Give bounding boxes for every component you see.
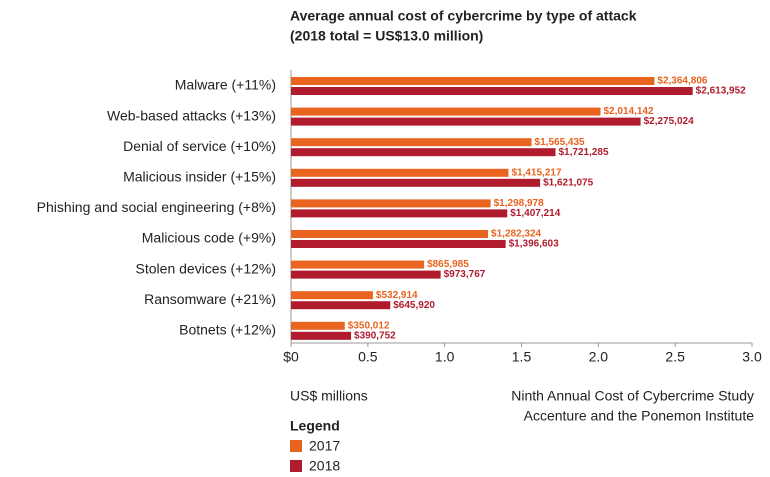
bar: [291, 138, 532, 147]
bar: [291, 240, 506, 248]
value-label: $1,298,978: [494, 198, 544, 209]
y-tick-label: Phishing and social engineering (+8%): [37, 199, 276, 215]
x-tick-label: 3.0: [742, 349, 762, 365]
bar: [291, 321, 345, 330]
bar: [291, 209, 508, 218]
legend-swatch: [290, 460, 302, 472]
bar: [291, 107, 601, 116]
y-tick-label: Denial of service (+10%): [123, 138, 276, 154]
bar: [291, 260, 425, 269]
bar: [291, 87, 693, 95]
value-label: $645,920: [393, 300, 435, 311]
value-label: $2,613,952: [696, 86, 746, 97]
x-tick-label: 1.5: [512, 349, 532, 365]
bar: [291, 117, 641, 126]
value-label: $532,914: [376, 290, 418, 301]
value-label: $1,407,214: [510, 208, 560, 219]
x-tick-label: 2.0: [589, 349, 609, 365]
bar: [291, 148, 556, 157]
value-label: $1,282,324: [491, 229, 541, 240]
bar: [291, 270, 441, 279]
x-axis-label: US$ millions: [290, 388, 368, 404]
x-tick-label: $0: [283, 349, 299, 365]
value-label: $1,621,075: [543, 177, 593, 188]
value-label: $2,014,142: [604, 106, 654, 117]
y-tick-label: Malicious insider (+15%): [123, 169, 276, 185]
value-label: $2,275,024: [644, 116, 694, 127]
y-tick-label: Stolen devices (+12%): [136, 260, 276, 276]
chart-subtitle: (2018 total = US$13.0 million): [290, 28, 483, 44]
y-tick-label: Malicious code (+9%): [142, 230, 276, 246]
x-tick-label: 1.0: [435, 349, 455, 365]
x-tick-label: 2.5: [665, 349, 685, 365]
value-label: $1,415,217: [511, 167, 561, 178]
legend-title: Legend: [290, 418, 340, 434]
legend-label: 2017: [309, 438, 340, 454]
bar: [291, 168, 509, 177]
value-label: $350,012: [348, 320, 390, 331]
legend-label: 2018: [309, 458, 340, 474]
bar: [291, 178, 541, 187]
value-label: $865,985: [427, 259, 469, 270]
value-label: $1,721,285: [559, 147, 609, 158]
value-label: $1,565,435: [535, 137, 585, 148]
bar: [291, 77, 655, 85]
source-note: Ninth Annual Cost of Cybercrime Study: [511, 388, 754, 404]
bar: [291, 301, 391, 310]
chart-title: Average annual cost of cybercrime by typ…: [290, 8, 637, 24]
source-note: Accenture and the Ponemon Institute: [524, 408, 755, 424]
bar: [291, 230, 489, 238]
y-tick-label: Web-based attacks (+13%): [107, 107, 276, 123]
bar: [291, 199, 491, 208]
value-label: $973,767: [444, 269, 486, 280]
value-label: $390,752: [354, 330, 396, 341]
x-tick-label: 0.5: [358, 349, 378, 365]
value-label: $1,396,603: [509, 239, 559, 250]
legend-swatch: [290, 440, 302, 452]
y-tick-label: Botnets (+12%): [179, 322, 276, 338]
y-tick-label: Ransomware (+21%): [144, 291, 276, 307]
bar: [291, 291, 373, 300]
value-label: $2,364,806: [657, 76, 707, 87]
y-tick-label: Malware (+11%): [175, 77, 276, 93]
bar: [291, 331, 352, 340]
